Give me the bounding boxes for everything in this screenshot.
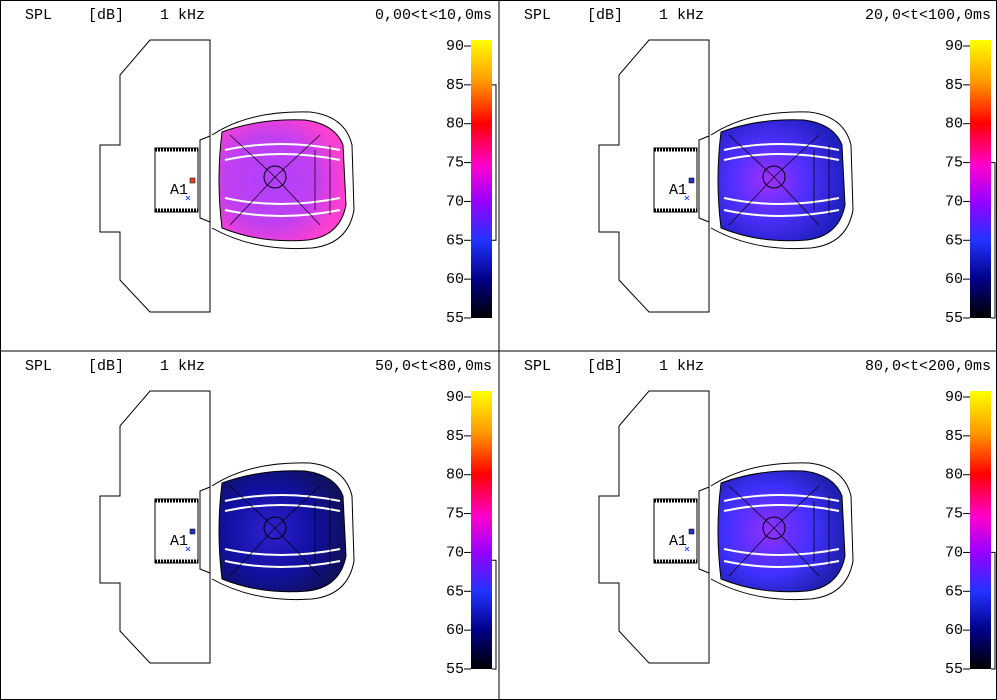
scale-tick-label: 70 xyxy=(446,193,464,210)
scale-tick-label: 75 xyxy=(446,155,464,172)
marker-point xyxy=(689,529,694,534)
scale-tick-label: 85 xyxy=(945,77,963,94)
scale-tick-label: 85 xyxy=(945,428,963,445)
level-range xyxy=(492,85,496,240)
panel: SPL [dB] 1 kHz 80,0<t<200,0ms A1 90 85 80 75 70 65… xyxy=(524,358,995,678)
throat xyxy=(200,487,210,573)
unit: [dB] xyxy=(88,7,124,24)
level-range xyxy=(991,163,995,318)
unit: [dB] xyxy=(587,358,623,375)
scale-tick-label: 75 xyxy=(945,506,963,523)
quantity: SPL xyxy=(25,358,52,375)
panel: SPL [dB] 1 kHz 20,0<t<100,0ms A1 90 85 80 75 70 65… xyxy=(524,7,995,327)
scale-tick-label: 85 xyxy=(446,77,464,94)
scale-tick-label: 85 xyxy=(446,428,464,445)
level-range xyxy=(991,552,995,669)
frequency: 1 kHz xyxy=(659,358,704,375)
scale-tick-label: 60 xyxy=(446,271,464,288)
scale-tick-label: 75 xyxy=(945,155,963,172)
marker-label: A1 xyxy=(669,182,687,199)
marker-label: A1 xyxy=(170,533,188,550)
frequency: 1 kHz xyxy=(659,7,704,24)
quantity: SPL xyxy=(524,358,551,375)
level-range xyxy=(492,560,496,669)
horn-field xyxy=(219,120,346,241)
scale-tick-label: 90 xyxy=(945,389,963,406)
screen: SPL [dB] 1 kHz 0,00<t<10,0ms A1 90 85 80 75 70 65 6… xyxy=(0,0,997,700)
throat xyxy=(699,487,709,573)
scale-tick-label: 60 xyxy=(945,622,963,639)
scale-tick-label: 90 xyxy=(446,389,464,406)
panel: SPL [dB] 1 kHz 50,0<t<80,0ms A1 90 85 80 75 70 65 6… xyxy=(25,358,496,678)
scale-tick-label: 70 xyxy=(446,544,464,561)
panel: SPL [dB] 1 kHz 0,00<t<10,0ms A1 90 85 80 75 70 65 6… xyxy=(25,7,496,327)
unit: [dB] xyxy=(587,7,623,24)
horn-field xyxy=(718,120,845,241)
time-window: 20,0<t<100,0ms xyxy=(865,7,991,24)
marker-point xyxy=(190,178,195,183)
quantity: SPL xyxy=(524,7,551,24)
scale-tick-label: 55 xyxy=(446,310,464,327)
color-scale xyxy=(471,40,492,318)
horn-field xyxy=(219,471,346,592)
throat xyxy=(200,136,210,222)
scale-tick-label: 90 xyxy=(446,38,464,55)
quantity: SPL xyxy=(25,7,52,24)
unit: [dB] xyxy=(88,358,124,375)
scale-tick-label: 80 xyxy=(446,467,464,484)
marker-label: A1 xyxy=(669,533,687,550)
horn-field xyxy=(718,471,845,592)
color-scale xyxy=(970,391,991,669)
scale-tick-label: 60 xyxy=(446,622,464,639)
scale-tick-label: 80 xyxy=(446,116,464,133)
scale-tick-label: 65 xyxy=(945,232,963,249)
time-window: 50,0<t<80,0ms xyxy=(375,358,492,375)
scale-tick-label: 75 xyxy=(446,506,464,523)
throat xyxy=(699,136,709,222)
scale-tick-label: 70 xyxy=(945,544,963,561)
scale-tick-label: 90 xyxy=(945,38,963,55)
scale-tick-label: 65 xyxy=(446,232,464,249)
scale-tick-label: 80 xyxy=(945,467,963,484)
scale-tick-label: 55 xyxy=(945,310,963,327)
scale-tick-label: 70 xyxy=(945,193,963,210)
color-scale xyxy=(471,391,492,669)
frequency: 1 kHz xyxy=(160,7,205,24)
color-scale xyxy=(970,40,991,318)
scale-tick-label: 80 xyxy=(945,116,963,133)
time-window: 80,0<t<200,0ms xyxy=(865,358,991,375)
marker-label: A1 xyxy=(170,182,188,199)
marker-point xyxy=(689,178,694,183)
frequency: 1 kHz xyxy=(160,358,205,375)
scale-tick-label: 60 xyxy=(945,271,963,288)
scale-tick-label: 65 xyxy=(446,583,464,600)
scale-tick-label: 65 xyxy=(945,583,963,600)
time-window: 0,00<t<10,0ms xyxy=(375,7,492,24)
marker-point xyxy=(190,529,195,534)
scale-tick-label: 55 xyxy=(945,661,963,678)
scale-tick-label: 55 xyxy=(446,661,464,678)
